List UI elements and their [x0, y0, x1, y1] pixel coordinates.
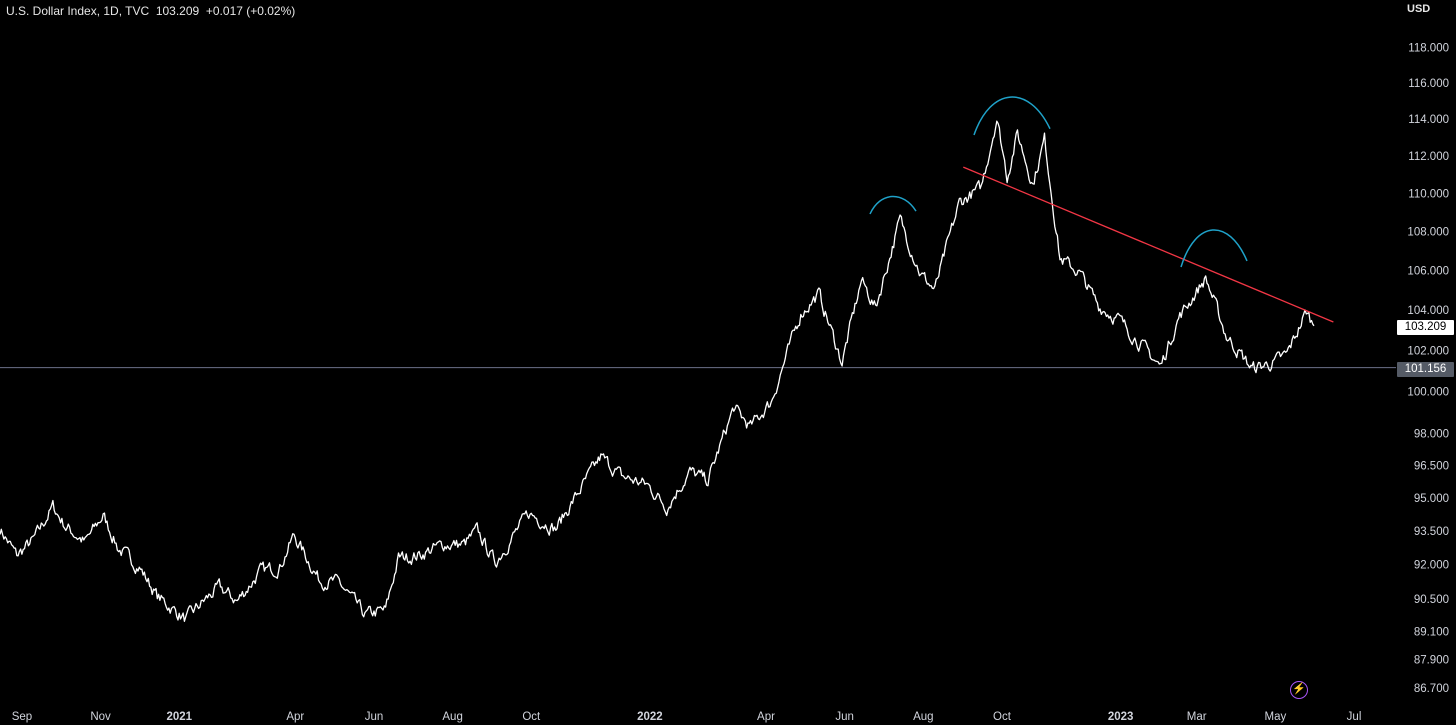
y-tick-label: 112.000 [1408, 151, 1449, 163]
reference-price-tag[interactable]: 101.156 [1397, 362, 1454, 377]
y-tick-label: 116.000 [1408, 78, 1449, 90]
x-tick-label: Mar [1187, 711, 1207, 723]
y-tick-label: 102.000 [1407, 345, 1449, 357]
x-tick-label: Nov [90, 711, 111, 723]
x-tick-label: Sep [12, 711, 32, 723]
y-tick-label: 96.500 [1414, 460, 1449, 472]
lightning-icon[interactable]: ⚡ [1290, 681, 1308, 699]
y-tick-label: 106.000 [1407, 265, 1449, 277]
x-tick-label: 2022 [637, 711, 663, 723]
y-tick-label: 95.000 [1414, 493, 1449, 505]
x-tick-label: Jun [835, 711, 854, 723]
y-tick-label: 110.000 [1408, 188, 1449, 200]
x-tick-label: May [1264, 711, 1286, 723]
currency-label: USD [1407, 3, 1431, 15]
x-tick-label: Aug [913, 711, 933, 723]
y-tick-label: 89.100 [1414, 626, 1449, 638]
x-tick-label: Jul [1347, 711, 1362, 723]
y-tick-label: 108.000 [1407, 227, 1449, 239]
y-tick-label: 92.000 [1414, 560, 1449, 572]
blue-arc-1 [869, 195, 917, 215]
x-tick-label: Oct [522, 711, 541, 723]
x-tick-label: 2021 [166, 711, 192, 723]
y-tick-label: 86.700 [1414, 683, 1449, 695]
last-price-tag: 103.209 [1397, 320, 1454, 335]
y-tick-label: 98.000 [1414, 428, 1449, 440]
x-tick-label: 2023 [1108, 711, 1134, 723]
x-tick-label: Oct [993, 711, 1012, 723]
blue-arc-3 [1180, 229, 1248, 268]
y-tick-label: 93.500 [1414, 526, 1449, 538]
y-tick-label: 87.900 [1414, 654, 1449, 666]
y-tick-label: 114.000 [1408, 114, 1449, 126]
x-tick-label: Apr [286, 711, 304, 723]
blue-arc-2 [973, 96, 1051, 136]
y-tick-label: 104.000 [1407, 305, 1449, 317]
chart-title: U.S. Dollar Index, 1D, TVC 103.209 +0.01… [6, 4, 296, 18]
x-tick-label: Aug [442, 711, 462, 723]
x-tick-label: Jun [365, 711, 384, 723]
x-tick-label: Apr [757, 711, 775, 723]
price-series-line [0, 120, 1315, 622]
y-tick-label: 118.000 [1408, 43, 1449, 55]
y-tick-label: 90.500 [1414, 594, 1449, 606]
y-tick-label: 100.000 [1407, 386, 1449, 398]
red-trendline [963, 166, 1334, 323]
